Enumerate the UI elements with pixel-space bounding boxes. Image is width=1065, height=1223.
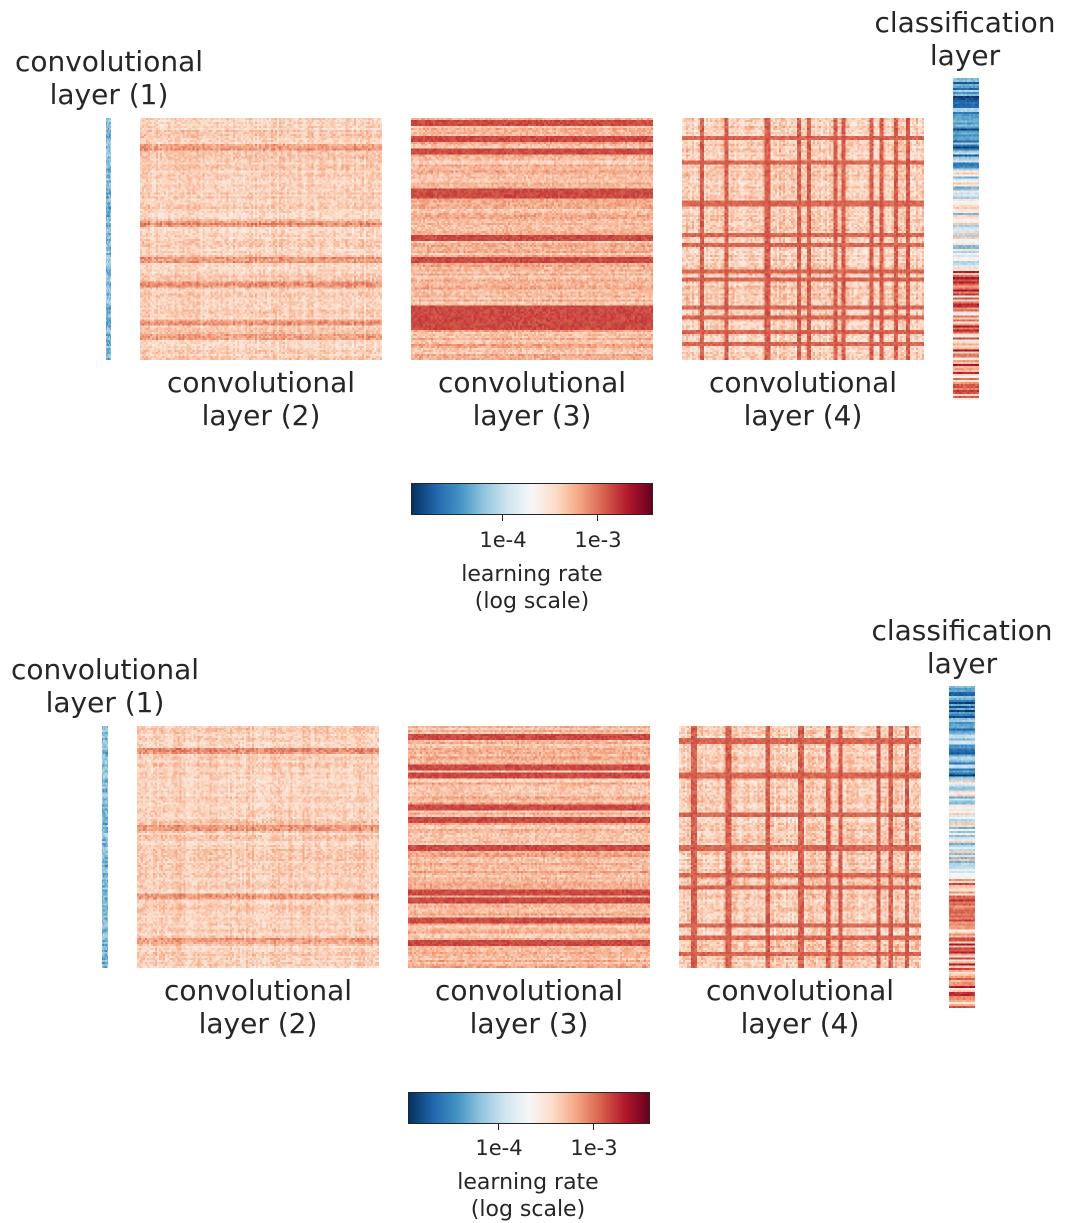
label-classification-layer: classification layer [871,614,1053,680]
colorbar-tick [597,515,598,521]
heatmap-classification-layer [949,686,975,1008]
label-classification-layer: classification layer [874,6,1056,72]
label-conv-layer-2: convolutional layer (2) [166,366,356,432]
heatmap-conv-layer-4 [682,118,924,360]
label-conv-layer-3: convolutional layer (3) [434,974,624,1040]
colorbar-tick-label: 1e-4 [479,528,527,552]
colorbar-tick-label: 1e-3 [570,1136,618,1160]
heatmap-conv-layer-2 [140,118,382,360]
colorbar-label: learning rate (log scale) [461,562,603,614]
panel-1: convolutional layer (1) classification l… [0,0,1065,614]
colorbar-tick [498,1124,499,1130]
colorbar-label: learning rate (log scale) [457,1170,599,1222]
label-conv-layer-2: convolutional layer (2) [163,974,353,1040]
heatmap-conv-layer-3 [411,118,653,360]
colorbar-tick-label: 1e-4 [475,1136,523,1160]
label-conv-layer-3: convolutional layer (3) [437,366,627,432]
colorbar [411,483,653,515]
label-conv-layer-4: convolutional layer (4) [708,366,898,432]
heatmap-conv-layer-1 [102,726,108,968]
heatmap-conv-layer-2 [137,726,379,968]
heatmap-conv-layer-3 [408,726,650,968]
colorbar [408,1092,650,1124]
label-conv-layer-1: convolutional layer (1) [14,45,204,111]
heatmap-conv-layer-1 [106,118,111,360]
colorbar-tick [593,1124,594,1130]
label-conv-layer-4: convolutional layer (4) [705,974,895,1040]
colorbar-tick-label: 1e-3 [574,528,622,552]
colorbar-tick [502,515,503,521]
label-conv-layer-1: convolutional layer (1) [10,653,200,719]
panel-2: convolutional layer (1) classification l… [0,611,1065,1222]
heatmap-conv-layer-4 [679,726,921,968]
heatmap-classification-layer [953,78,979,400]
